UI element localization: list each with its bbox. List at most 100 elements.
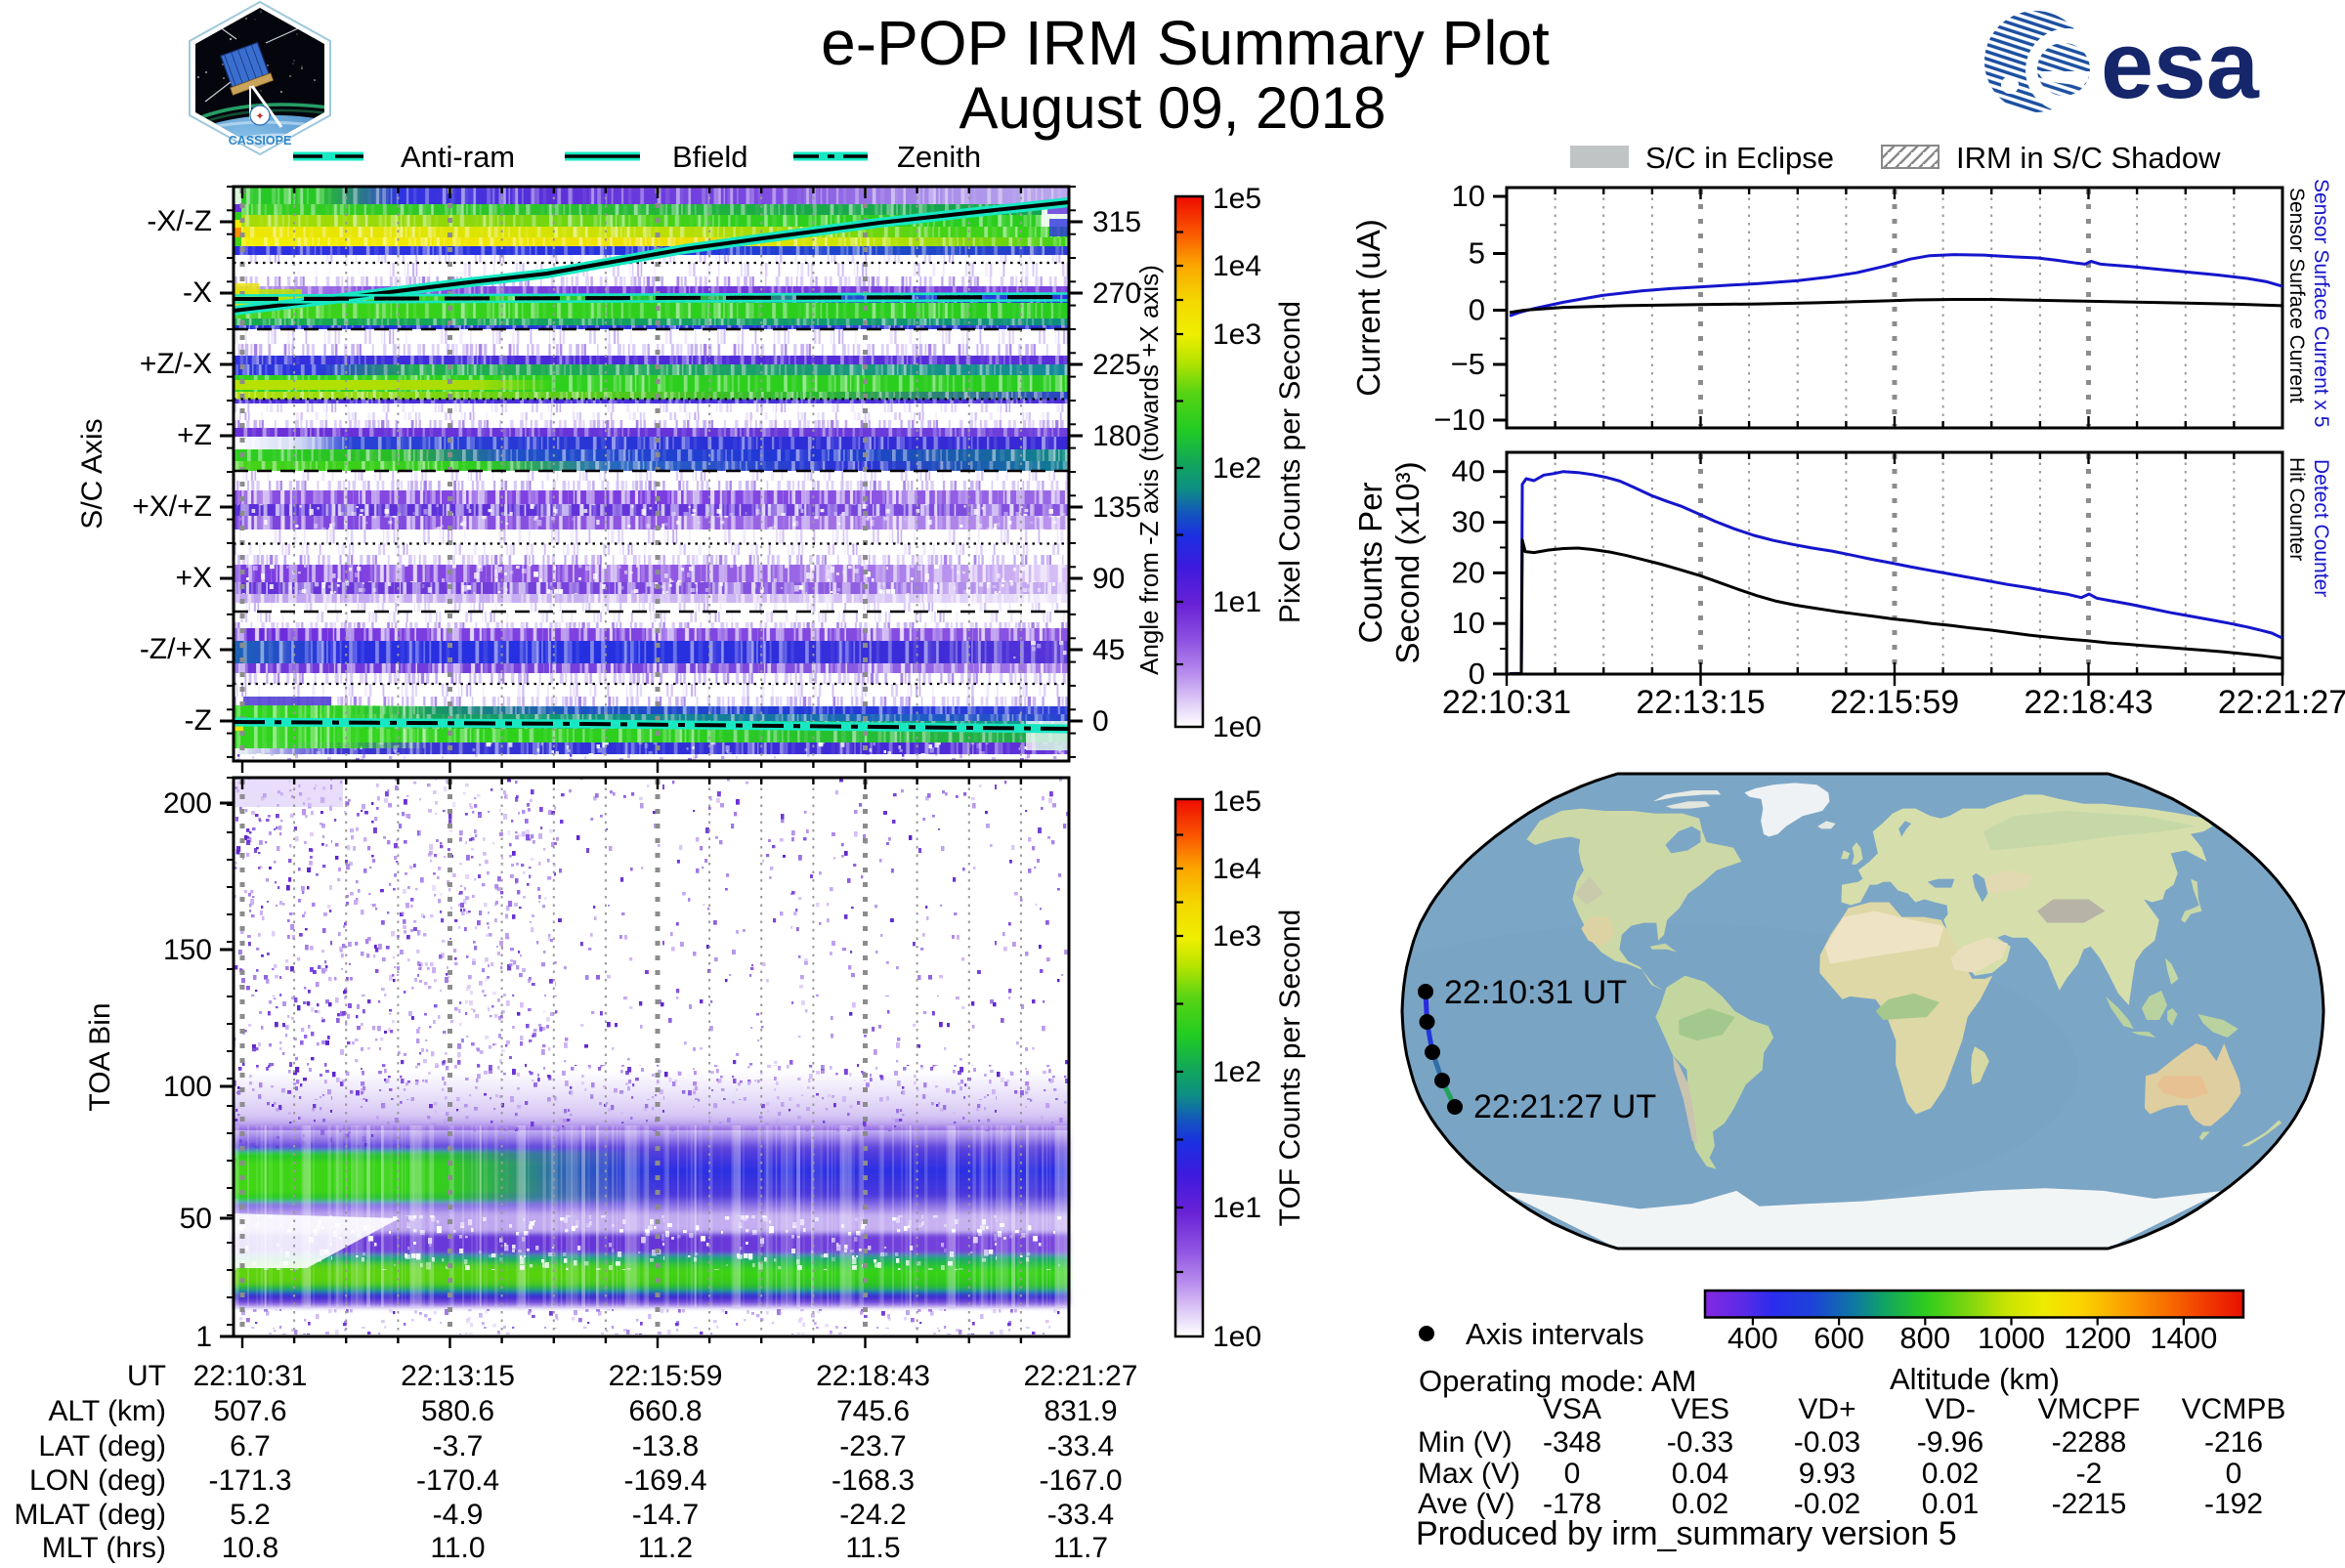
svg-text:660.8: 660.8 <box>628 1395 702 1427</box>
svg-text:580.6: 580.6 <box>421 1395 494 1427</box>
svg-text:1e1: 1e1 <box>1213 586 1261 618</box>
svg-text:Max (V): Max (V) <box>1418 1458 1520 1490</box>
svg-text:22:10:31 UT: 22:10:31 UT <box>1444 974 1627 1011</box>
svg-text:Ave (V): Ave (V) <box>1418 1488 1514 1520</box>
svg-text:0.01: 0.01 <box>1922 1488 1979 1520</box>
svg-text:-X: -X <box>183 276 212 309</box>
svg-text:Operating mode: AM: Operating mode: AM <box>1419 1364 1696 1398</box>
svg-text:Angle from -Z axis (towards +X: Angle from -Z axis (towards +X axis) <box>1134 265 1164 675</box>
svg-text:Current (uA): Current (uA) <box>1350 219 1386 397</box>
svg-text:10.8: 10.8 <box>222 1532 278 1563</box>
svg-text:1400: 1400 <box>2150 1321 2217 1355</box>
svg-text:S/C Axis: S/C Axis <box>76 418 108 529</box>
svg-text:0.02: 0.02 <box>1922 1458 1979 1490</box>
svg-text:-Z/+X: -Z/+X <box>140 633 212 665</box>
svg-text:5: 5 <box>1469 236 1485 271</box>
svg-text:Produced by irm_summary versio: Produced by irm_summary version 5 <box>1416 1515 1957 1552</box>
svg-text:22:13:15: 22:13:15 <box>401 1360 515 1392</box>
svg-text:+Z/-X: +Z/-X <box>140 348 212 380</box>
svg-text:1e2: 1e2 <box>1213 452 1261 485</box>
svg-text:30: 30 <box>1452 505 1485 539</box>
svg-text:-0.03: -0.03 <box>1794 1426 1860 1459</box>
svg-text:0: 0 <box>2226 1458 2242 1490</box>
svg-text:745.6: 745.6 <box>836 1395 910 1427</box>
svg-text:TOF Counts per Second: TOF Counts per Second <box>1274 910 1306 1227</box>
svg-text:45: 45 <box>1092 634 1125 666</box>
svg-text:-2288: -2288 <box>2052 1426 2127 1459</box>
svg-text:22:13:15: 22:13:15 <box>1636 684 1765 721</box>
svg-text:Sensor Surface Current x 5: Sensor Surface Current x 5 <box>2310 179 2332 427</box>
svg-text:VD+: VD+ <box>1798 1393 1855 1425</box>
svg-text:200: 200 <box>163 787 212 820</box>
svg-text:−5: −5 <box>1451 347 1485 381</box>
svg-text:Bfield: Bfield <box>672 140 748 174</box>
svg-text:CASSIOPE: CASSIOPE <box>229 134 292 148</box>
svg-text:22:15:59: 22:15:59 <box>1830 684 1959 721</box>
svg-text:1e1: 1e1 <box>1213 1192 1261 1224</box>
svg-text:+X/+Z: +X/+Z <box>132 490 212 523</box>
svg-text:0.04: 0.04 <box>1672 1458 1728 1490</box>
svg-text:S/C in Eclipse: S/C in Eclipse <box>1645 141 1834 175</box>
svg-text:22:15:59: 22:15:59 <box>609 1360 723 1392</box>
svg-text:Zenith: Zenith <box>897 140 981 174</box>
svg-text:-216: -216 <box>2204 1426 2263 1459</box>
svg-text:6.7: 6.7 <box>230 1430 271 1462</box>
svg-text:Detect Counter: Detect Counter <box>2310 459 2332 597</box>
svg-text:-2215: -2215 <box>2052 1488 2127 1520</box>
svg-text:50: 50 <box>180 1203 212 1235</box>
svg-text:10: 10 <box>1452 606 1485 640</box>
svg-text:Altitude (km): Altitude (km) <box>1890 1362 2060 1396</box>
svg-text:VCMPB: VCMPB <box>2182 1393 2286 1425</box>
svg-text:1e0: 1e0 <box>1213 1321 1261 1353</box>
svg-text:VD-: VD- <box>1925 1393 1976 1425</box>
svg-text:-192: -192 <box>2204 1488 2263 1520</box>
svg-text:0: 0 <box>1469 657 1485 691</box>
svg-text:August 09, 2018: August 09, 2018 <box>959 75 1386 141</box>
svg-text:Anti-ram: Anti-ram <box>401 140 515 174</box>
svg-text:Axis intervals: Axis intervals <box>1466 1317 1644 1351</box>
svg-text:-24.2: -24.2 <box>839 1499 906 1531</box>
svg-text:e-POP IRM Summary Plot: e-POP IRM Summary Plot <box>821 8 1550 78</box>
svg-text:22:10:31: 22:10:31 <box>1442 684 1571 721</box>
svg-text:135: 135 <box>1092 491 1141 524</box>
svg-text:1e4: 1e4 <box>1213 250 1261 282</box>
svg-text:0: 0 <box>1469 293 1485 327</box>
svg-text:-167.0: -167.0 <box>1039 1464 1122 1497</box>
svg-text:VES: VES <box>1671 1393 1729 1425</box>
svg-text:-0.02: -0.02 <box>1794 1488 1860 1520</box>
svg-text:0: 0 <box>1092 705 1109 738</box>
svg-text:507.6: 507.6 <box>213 1395 286 1427</box>
svg-text:-168.3: -168.3 <box>831 1464 915 1497</box>
svg-text:LON (deg): LON (deg) <box>29 1464 166 1497</box>
svg-text:ALT (km): ALT (km) <box>48 1395 166 1427</box>
svg-text:1e5: 1e5 <box>1213 183 1261 215</box>
svg-text:✦: ✦ <box>255 111 264 123</box>
svg-text:10: 10 <box>1452 179 1485 213</box>
svg-text:VMCPF: VMCPF <box>2038 1393 2141 1425</box>
svg-text:LAT (deg): LAT (deg) <box>38 1430 166 1462</box>
svg-text:-14.7: -14.7 <box>632 1499 699 1531</box>
svg-text:-4.9: -4.9 <box>433 1499 484 1531</box>
svg-text:IRM in S/C Shadow: IRM in S/C Shadow <box>1956 141 2221 175</box>
svg-text:-33.4: -33.4 <box>1047 1499 1114 1531</box>
svg-text:225: 225 <box>1092 349 1141 381</box>
svg-text:MLAT (deg): MLAT (deg) <box>14 1499 166 1531</box>
svg-text:1e2: 1e2 <box>1213 1056 1261 1088</box>
svg-text:22:10:31: 22:10:31 <box>193 1360 308 1392</box>
svg-text:315: 315 <box>1092 206 1141 238</box>
svg-text:-171.3: -171.3 <box>208 1464 291 1497</box>
svg-text:11.2: 11.2 <box>638 1532 693 1563</box>
svg-text:MLT (hrs): MLT (hrs) <box>42 1532 166 1563</box>
svg-text:Hit Counter: Hit Counter <box>2285 457 2308 561</box>
svg-text:-0.33: -0.33 <box>1667 1426 1733 1459</box>
svg-text:831.9: 831.9 <box>1044 1395 1117 1427</box>
svg-text:1200: 1200 <box>2064 1321 2131 1355</box>
svg-text:-3.7: -3.7 <box>433 1430 484 1462</box>
svg-text:150: 150 <box>163 934 212 966</box>
svg-text:0.02: 0.02 <box>1672 1488 1728 1520</box>
svg-text:-23.7: -23.7 <box>839 1430 906 1462</box>
svg-text:Pixel Counts per Second: Pixel Counts per Second <box>1274 301 1306 623</box>
svg-text:800: 800 <box>1899 1321 1950 1355</box>
svg-text:-Z: -Z <box>185 704 212 737</box>
svg-text:1e4: 1e4 <box>1213 853 1261 885</box>
